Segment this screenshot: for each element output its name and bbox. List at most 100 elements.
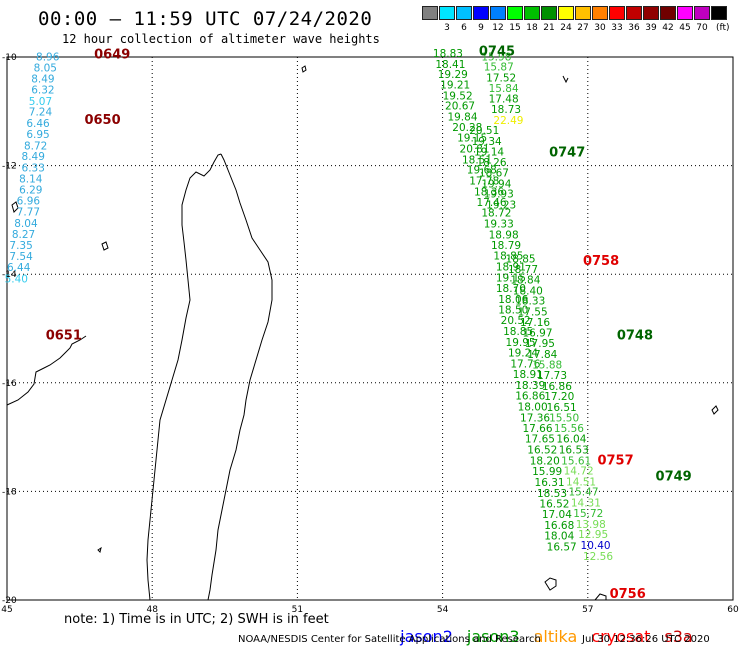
madagascar-coastline [146, 153, 273, 601]
swh-value: 19.21 [440, 79, 470, 91]
legend-label: 70 [696, 23, 708, 33]
swh-value: 18.36 [474, 186, 504, 198]
swh-value: 17.84 [527, 349, 557, 361]
swh-value: 17.73 [537, 370, 567, 382]
swh-value: 19.15 [496, 272, 526, 284]
cargados-island [562, 75, 569, 84]
pass-label: 0745 [479, 44, 515, 59]
swh-value: 18.72 [481, 208, 511, 220]
swh-value: 18.40 [513, 285, 543, 297]
comoros-island [11, 201, 19, 213]
legend-swatch [541, 6, 557, 20]
coastline [6, 65, 719, 601]
swh-value: 15.56 [554, 423, 584, 435]
swh-value: 8.49 [22, 151, 45, 163]
legend-label: 3 [444, 23, 450, 33]
swh-value: 17.36 [520, 412, 550, 424]
swh-value: 16.52 [527, 444, 557, 456]
swh-value: 17.76 [510, 359, 540, 371]
pass-label: 0649 [94, 48, 130, 63]
swh-value: 18.51 [462, 154, 492, 166]
swh-value: 17.78 [469, 176, 499, 188]
lon-tick-label: 57 [582, 605, 593, 615]
swh-value: 8.72 [24, 140, 47, 152]
swh-value: 15.47 [568, 487, 598, 499]
swh-value: 8.49 [31, 74, 54, 86]
swh-value: 18.85 [493, 251, 523, 263]
swh-value: 19.94 [481, 178, 511, 190]
swh-value: 18.06 [498, 294, 528, 306]
swh-value: 18.84 [510, 274, 540, 286]
reunion-island [544, 577, 557, 591]
swh-value: 8.05 [34, 63, 57, 75]
legend-swatch [507, 6, 523, 20]
legend-label: 6 [461, 23, 467, 33]
legend-swatch [694, 6, 710, 20]
lat-lon-grid [7, 57, 733, 600]
sat-jason2: jason2 [400, 627, 453, 646]
satellite-legend: jason2 jason3 altika cryosat s3a [390, 608, 707, 646]
swh-value: 16.97 [522, 328, 552, 340]
legend-swatch [575, 6, 591, 20]
legend-label: 42 [662, 23, 674, 33]
swh-value: 16.86 [515, 391, 545, 403]
swh-value: 18.77 [508, 264, 538, 276]
swh-value: 8.14 [19, 173, 43, 185]
swh-value: 16.51 [547, 402, 577, 414]
swh-value: 16.53 [559, 444, 589, 456]
swh-value: 19.93 [484, 189, 514, 201]
swh-value: 17.20 [544, 391, 574, 403]
pass-label: 0756 [610, 587, 646, 602]
legend-label: 39 [645, 23, 657, 33]
legend-swatch [473, 6, 489, 20]
mauritius-island [594, 593, 607, 601]
swh-value: 7.77 [17, 207, 40, 219]
swh-value: 19.52 [443, 90, 473, 102]
swh-value: 18.53 [537, 488, 567, 500]
legend-swatch [609, 6, 625, 20]
swh-value: 18.98 [489, 229, 519, 241]
sat-jason3: jason3 [466, 627, 520, 646]
swh-value: 16.04 [556, 434, 586, 446]
swh-value: 18.39 [515, 380, 545, 392]
swh-value: 6.95 [26, 129, 49, 141]
swh-value: 17.55 [518, 306, 548, 318]
swh-value: 17.52 [486, 72, 516, 84]
pass-label: 0757 [597, 453, 633, 468]
mayotte-island [101, 241, 109, 251]
swh-value: 17.16 [520, 317, 550, 329]
swh-value: 15.84 [489, 83, 519, 95]
generation-timestamp: Jul 30 12:36:26 UTC 2020 [582, 634, 710, 645]
swh-value: 15.98 [481, 51, 511, 63]
legend-label: 30 [594, 23, 606, 33]
legend-label: 21 [543, 23, 555, 33]
swh-value: 16.57 [547, 542, 577, 554]
swh-value: 8.04 [14, 218, 38, 230]
lat-tick-label: -10 [2, 53, 17, 63]
legend-swatch [439, 6, 455, 20]
swh-value: 7.24 [29, 107, 53, 119]
swh-value: 17.95 [525, 338, 555, 350]
legend-swatch [626, 6, 642, 20]
swh-value: 18.00 [518, 401, 548, 413]
lon-tick-label: 51 [292, 605, 303, 615]
map-frame [6, 56, 734, 601]
map-subtitle: 12 hour collection of altimeter wave hei… [62, 32, 380, 46]
swh-value: 19.95 [506, 337, 536, 349]
pass-label: 0650 [84, 113, 120, 128]
swh-value: 5.07 [29, 96, 52, 108]
swh-value: 19.34 [472, 136, 502, 148]
legend-label: 12 [492, 23, 504, 33]
swh-value: 6.32 [31, 84, 54, 96]
lat-tick-label: -20 [2, 596, 17, 606]
legend-label: 33 [611, 23, 623, 33]
legend-swatch [592, 6, 608, 20]
swh-value: 14.72 [564, 466, 594, 478]
sat-s3a: s3a [664, 627, 693, 646]
swh-value: 5.40 [5, 273, 28, 285]
swh-value: 15.61 [561, 455, 591, 467]
swh-value: 19.33 [484, 219, 514, 231]
legend-swatch [558, 6, 574, 20]
swh-value: 17.65 [525, 434, 555, 446]
legend-swatch [456, 6, 472, 20]
